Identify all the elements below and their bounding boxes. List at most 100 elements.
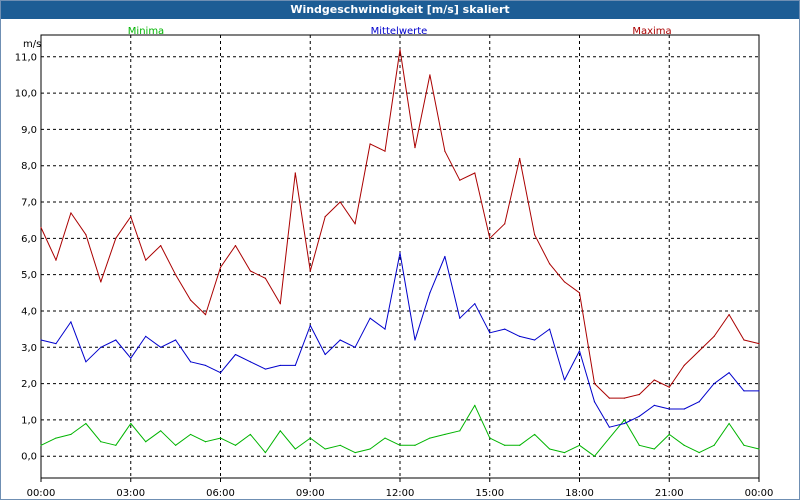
data-point-maxima xyxy=(504,223,506,225)
data-point-minima xyxy=(728,422,730,425)
y-tick-label: 1,0 xyxy=(21,415,37,426)
y-tick-label: 4,0 xyxy=(21,306,37,317)
data-point-maxima xyxy=(264,277,266,279)
data-point-mittelwerte xyxy=(593,401,596,403)
data-point-minima xyxy=(204,441,207,443)
y-tick-label: 2,0 xyxy=(21,379,37,390)
data-point-minima xyxy=(519,444,521,446)
data-point-mittelwerte xyxy=(234,353,237,356)
legend: Minima Mittelwerte Maxima xyxy=(128,26,672,37)
data-point-mittelwerte xyxy=(219,372,222,374)
data-point-maxima xyxy=(683,364,685,367)
data-point-maxima xyxy=(354,223,356,225)
data-point-mittelwerte xyxy=(474,303,476,305)
legend-minima: Minima xyxy=(128,26,164,37)
data-point-mittelwerte xyxy=(279,364,281,367)
x-tick-time: 00:00 xyxy=(745,488,774,499)
data-point-mittelwerte xyxy=(623,422,625,425)
data-point-maxima xyxy=(130,215,132,218)
data-point-mittelwerte xyxy=(70,321,72,323)
data-point-maxima xyxy=(175,274,177,276)
y-tick-label: 9,0 xyxy=(21,125,37,136)
data-point-mittelwerte xyxy=(399,252,401,254)
data-point-minima xyxy=(369,448,371,450)
data-point-maxima xyxy=(713,335,715,337)
data-point-minima xyxy=(444,433,446,436)
data-point-mittelwerte xyxy=(40,339,42,341)
data-point-minima xyxy=(713,444,715,446)
data-point-mittelwerte xyxy=(459,317,461,319)
data-point-mittelwerte xyxy=(638,415,640,417)
data-point-minima xyxy=(279,430,281,432)
data-point-maxima xyxy=(40,226,42,229)
data-point-maxima xyxy=(489,237,491,239)
data-point-mittelwerte xyxy=(175,339,177,341)
y-tick-label: 7,0 xyxy=(21,198,37,209)
data-point-maxima xyxy=(219,266,222,268)
data-point-minima xyxy=(623,419,625,421)
data-point-maxima xyxy=(593,382,596,385)
data-point-minima xyxy=(399,444,401,446)
data-point-minima xyxy=(698,451,700,454)
data-point-minima xyxy=(264,451,266,454)
data-point-minima xyxy=(593,455,596,457)
data-point-minima xyxy=(175,444,177,446)
y-axis-label: m/s xyxy=(23,39,41,50)
series-lines xyxy=(40,48,760,457)
data-point-minima xyxy=(130,422,132,425)
data-point-maxima xyxy=(743,339,745,341)
data-point-mittelwerte xyxy=(130,357,132,359)
data-point-maxima xyxy=(279,303,281,305)
data-point-minima xyxy=(249,433,252,436)
data-point-minima xyxy=(504,444,506,446)
data-point-minima xyxy=(429,437,431,439)
data-point-maxima xyxy=(160,245,162,247)
data-point-maxima xyxy=(399,48,401,51)
x-tick-time: 15:00 xyxy=(475,488,504,499)
data-point-minima xyxy=(160,430,162,432)
data-point-mittelwerte xyxy=(324,353,326,356)
data-point-minima xyxy=(309,437,311,439)
data-point-mittelwerte xyxy=(339,339,341,341)
x-tick-time: 18:00 xyxy=(565,488,594,499)
data-point-maxima xyxy=(429,74,431,76)
data-point-maxima xyxy=(459,179,461,181)
window-title: Windgeschwindigkeit [m/s] skaliert xyxy=(1,1,799,19)
data-point-maxima xyxy=(698,350,700,352)
data-point-mittelwerte xyxy=(504,328,506,330)
data-point-maxima xyxy=(204,313,207,316)
y-tick-label: 5,0 xyxy=(21,270,37,281)
data-point-maxima xyxy=(85,234,87,236)
data-point-maxima xyxy=(55,259,57,261)
data-point-maxima xyxy=(653,379,655,381)
data-point-mittelwerte xyxy=(189,361,192,363)
data-point-mittelwerte xyxy=(145,335,147,337)
data-point-maxima xyxy=(294,172,296,174)
data-point-minima xyxy=(653,448,655,450)
data-point-minima xyxy=(743,444,745,446)
data-point-maxima xyxy=(623,397,625,399)
data-point-mittelwerte xyxy=(384,328,386,330)
data-point-maxima xyxy=(324,215,326,218)
data-point-minima xyxy=(189,433,192,436)
data-point-minima xyxy=(85,422,87,425)
data-point-mittelwerte xyxy=(713,382,715,385)
data-point-mittelwerte xyxy=(429,292,431,294)
data-point-maxima xyxy=(189,299,192,301)
data-point-mittelwerte xyxy=(369,317,371,319)
data-point-mittelwerte xyxy=(85,361,87,363)
data-point-maxima xyxy=(384,150,386,152)
data-point-maxima xyxy=(519,157,521,160)
data-point-maxima xyxy=(578,292,581,294)
data-point-mittelwerte xyxy=(204,364,207,367)
data-point-mittelwerte xyxy=(264,368,266,370)
legend-mittelwerte: Mittelwerte xyxy=(371,26,428,37)
data-point-minima xyxy=(219,437,222,439)
data-point-minima xyxy=(758,448,760,450)
data-point-mittelwerte xyxy=(55,343,57,345)
data-point-mittelwerte xyxy=(115,339,117,341)
data-point-minima xyxy=(384,437,386,439)
y-tick-label: 11,0 xyxy=(15,52,37,63)
y-tick-label: 3,0 xyxy=(21,343,37,354)
